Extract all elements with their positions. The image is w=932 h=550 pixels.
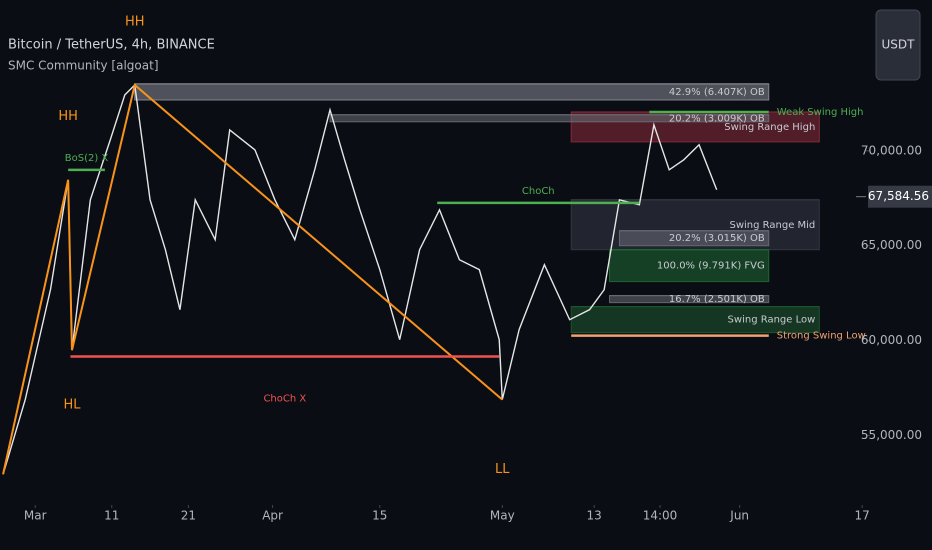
x-tick-label: 17 bbox=[855, 509, 870, 523]
y-tick-label: 55,000.00 bbox=[861, 428, 922, 442]
zone-label: Swing Range Low bbox=[728, 315, 816, 326]
zone-label: 42.9% (6.407K) OB bbox=[669, 87, 765, 98]
pivot-label: LL bbox=[495, 462, 510, 477]
chart-title: Bitcoin / TetherUS, 4h, BINANCE bbox=[8, 38, 215, 53]
x-tick-label: Apr bbox=[262, 509, 283, 523]
currency-label[interactable]: USDT bbox=[882, 38, 916, 52]
y-tick-label: 60,000.00 bbox=[861, 333, 922, 347]
x-tick-label: 15 bbox=[372, 509, 387, 523]
pivot-label: HH bbox=[125, 14, 145, 29]
level-label: BoS(2) X bbox=[65, 153, 109, 164]
plot: Swing Range High Swing Range Mid Swing Ran… bbox=[2, 14, 866, 477]
x-tick-label: 13 bbox=[587, 509, 602, 523]
last-price-tag bbox=[868, 185, 932, 208]
level-label: ChoCh bbox=[522, 186, 555, 197]
zone-label: 100.0% (9.791K) FVG bbox=[657, 261, 765, 272]
y-tick-label: 70,000.00 bbox=[861, 143, 922, 157]
zone-label: Swing Range Mid bbox=[729, 220, 815, 231]
zone bbox=[608, 249, 770, 283]
x-tick-label: 21 bbox=[181, 509, 196, 523]
zigzag bbox=[2, 83, 503, 475]
zone bbox=[570, 306, 820, 334]
currency-button[interactable] bbox=[875, 9, 921, 81]
x-tick-label: May bbox=[490, 509, 515, 523]
pivot-label: HH bbox=[58, 109, 78, 124]
zone-label: 20.2% (3.009K) OB bbox=[669, 113, 765, 124]
x-tick-label: Jun bbox=[729, 509, 749, 523]
zone-label: Swing Range High bbox=[724, 122, 815, 133]
indicator-name: SMC Community [algoat] bbox=[8, 59, 159, 73]
y-tick-label: 65,000.00 bbox=[861, 238, 922, 252]
x-tick-label: Mar bbox=[24, 509, 47, 523]
zone-label: 16.7% (2.501K) OB bbox=[669, 294, 765, 305]
pivot-label: HL bbox=[63, 398, 81, 413]
level-label: Weak Swing High bbox=[777, 107, 864, 118]
zone-label: 20.2% (3.015K) OB bbox=[669, 233, 765, 244]
x-tick-label: 14:00 bbox=[643, 509, 678, 523]
x-tick-label: 11 bbox=[104, 509, 119, 523]
last-price-label: 67,584.56 bbox=[868, 189, 929, 203]
level-label: Strong Swing Low bbox=[777, 331, 866, 342]
price-line bbox=[3, 83, 718, 470]
level-label: ChoCh X bbox=[263, 394, 306, 405]
